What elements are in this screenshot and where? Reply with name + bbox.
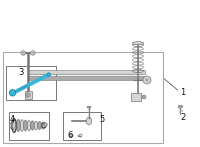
Ellipse shape: [17, 119, 20, 132]
Circle shape: [31, 51, 35, 55]
Bar: [178, 105, 182, 107]
Text: 6: 6: [67, 131, 73, 140]
Circle shape: [79, 134, 82, 137]
Bar: [6, 66, 56, 100]
Ellipse shape: [31, 121, 34, 130]
Ellipse shape: [178, 107, 182, 108]
Ellipse shape: [41, 122, 45, 129]
Circle shape: [26, 93, 30, 97]
Text: 3: 3: [18, 67, 24, 76]
Ellipse shape: [24, 120, 27, 131]
Circle shape: [44, 123, 47, 126]
Bar: [9, 112, 49, 140]
Text: 2: 2: [180, 112, 186, 122]
Circle shape: [21, 51, 25, 55]
Circle shape: [70, 134, 73, 137]
Ellipse shape: [132, 42, 144, 45]
Ellipse shape: [38, 122, 41, 130]
Ellipse shape: [20, 120, 24, 131]
Circle shape: [9, 90, 16, 96]
Circle shape: [143, 76, 151, 84]
Ellipse shape: [12, 123, 16, 127]
Bar: [3, 52, 163, 143]
Circle shape: [145, 78, 149, 82]
Ellipse shape: [34, 121, 38, 130]
Bar: [63, 112, 101, 140]
Text: 4: 4: [9, 115, 15, 123]
Text: 5: 5: [99, 115, 105, 123]
Ellipse shape: [27, 120, 31, 131]
Ellipse shape: [87, 106, 91, 108]
Bar: [28, 76, 145, 80]
Bar: [25, 91, 32, 99]
Ellipse shape: [13, 119, 17, 132]
Bar: [131, 93, 141, 101]
Ellipse shape: [10, 122, 17, 129]
Circle shape: [32, 52, 34, 54]
Bar: [28, 70, 145, 74]
Text: 1: 1: [180, 87, 186, 96]
Circle shape: [142, 95, 146, 99]
Circle shape: [22, 52, 24, 54]
Circle shape: [47, 73, 51, 76]
Ellipse shape: [86, 117, 92, 125]
